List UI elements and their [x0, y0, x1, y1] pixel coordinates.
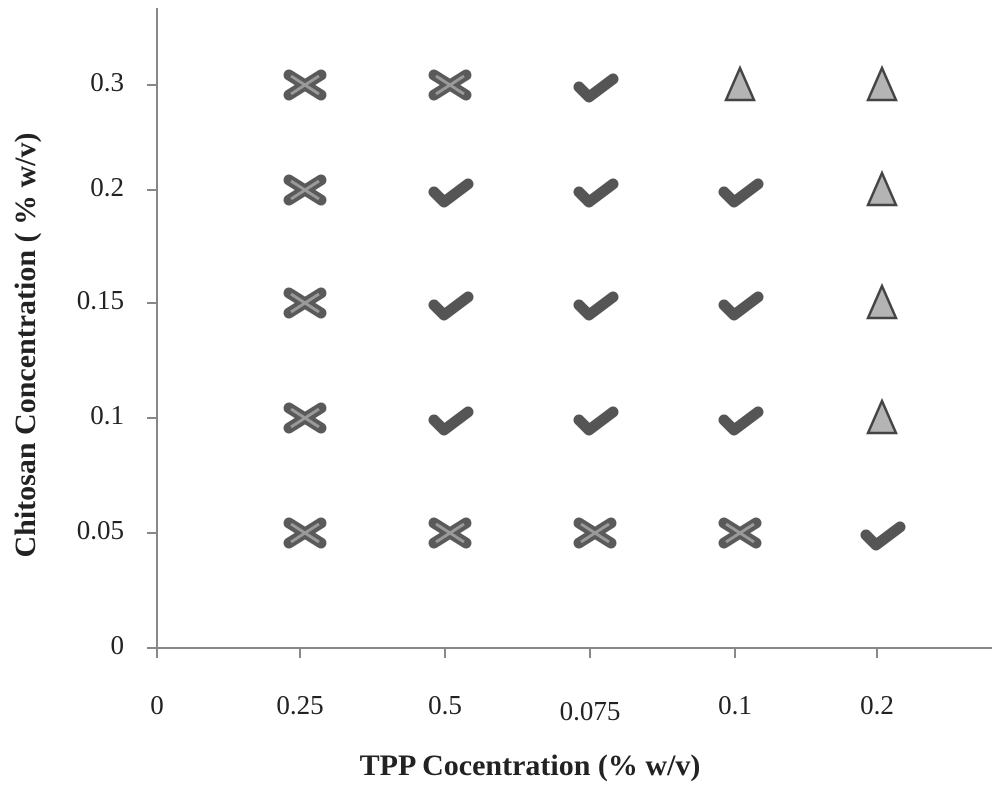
- triangle-shape: [724, 64, 756, 102]
- x-tick-label: 0.25: [276, 690, 323, 720]
- check-stroke: [573, 291, 619, 321]
- marker: [573, 73, 619, 103]
- check-stroke: [428, 291, 474, 321]
- y-tick-label: 0.1: [90, 400, 124, 430]
- cross-inner: [290, 74, 320, 96]
- triangle-shape: [866, 169, 898, 207]
- x-tick-label: 0.5: [428, 690, 462, 720]
- y-axis-title: Chitosan Concentration ( % w/v): [9, 133, 42, 558]
- marker: [866, 397, 898, 435]
- marker: [866, 169, 898, 207]
- marker: [724, 64, 756, 102]
- marker: [428, 406, 474, 436]
- marker: [866, 282, 898, 320]
- marker: [718, 178, 764, 208]
- cross-inner: [290, 407, 320, 429]
- x-axis-title: TPP Cocentration (% w/v): [360, 749, 701, 782]
- y-tick-label: 0.2: [90, 172, 124, 202]
- marker: [573, 291, 619, 321]
- y-tick-label: 0.3: [90, 67, 124, 97]
- marker: [428, 291, 474, 321]
- marker: [860, 521, 906, 551]
- check-stroke: [573, 406, 619, 436]
- marker: [718, 517, 762, 549]
- cross-inner: [580, 522, 610, 544]
- marker: [283, 287, 327, 319]
- cross-inner: [290, 292, 320, 314]
- marker: [573, 517, 617, 549]
- marker: [428, 517, 472, 549]
- check-stroke: [718, 406, 764, 436]
- x-tick-label: 0.2: [860, 690, 894, 720]
- cross-inner: [725, 522, 755, 544]
- cross-inner: [290, 522, 320, 544]
- check-stroke: [428, 178, 474, 208]
- x-tick-label: 0.075: [560, 696, 621, 726]
- triangle-shape: [866, 282, 898, 320]
- x-tick-label: 0.1: [718, 690, 752, 720]
- check-stroke: [573, 178, 619, 208]
- marker: [283, 69, 327, 101]
- y-tick-label: 0.05: [77, 515, 124, 545]
- marker: [283, 517, 327, 549]
- marker: [573, 178, 619, 208]
- cross-inner: [435, 74, 465, 96]
- marker: [866, 64, 898, 102]
- y-tick-label: 0.15: [77, 285, 124, 315]
- marker: [283, 174, 327, 206]
- cross-inner: [435, 522, 465, 544]
- marker: [283, 402, 327, 434]
- marker: [573, 406, 619, 436]
- check-stroke: [573, 73, 619, 103]
- marker: [718, 291, 764, 321]
- check-stroke: [428, 406, 474, 436]
- triangle-shape: [866, 397, 898, 435]
- check-stroke: [718, 291, 764, 321]
- marker: [718, 406, 764, 436]
- y-tick-label: 0: [111, 630, 125, 660]
- marker: [428, 69, 472, 101]
- cross-inner: [290, 179, 320, 201]
- check-stroke: [718, 178, 764, 208]
- marker: [428, 178, 474, 208]
- check-stroke: [860, 521, 906, 551]
- triangle-shape: [866, 64, 898, 102]
- x-tick-label: 0: [150, 690, 164, 720]
